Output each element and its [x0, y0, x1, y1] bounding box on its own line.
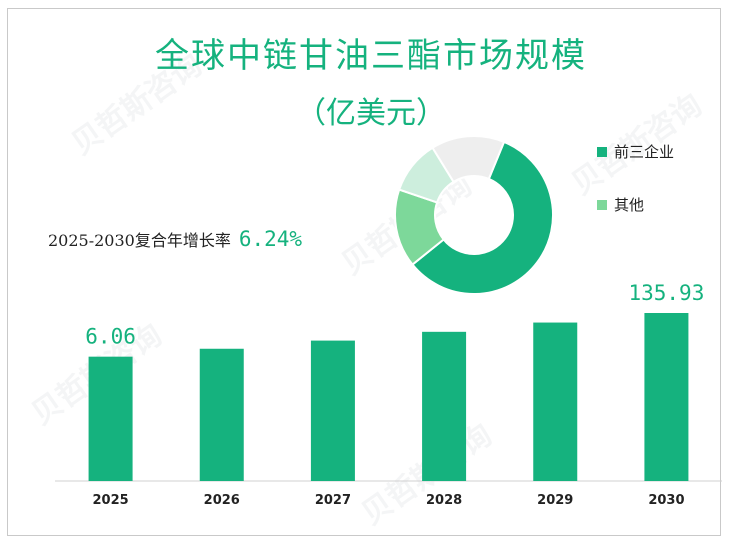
cagr-value: 6.24% [238, 227, 303, 251]
legend-item-other: 其他 [597, 194, 644, 215]
bar-2026 [199, 348, 244, 481]
x-tick-label-2027: 2027 [315, 493, 351, 508]
bar-2025 [88, 356, 133, 481]
bar-2030 [644, 313, 689, 481]
legend-item-top3: 前三企业 [597, 141, 674, 162]
bar-2028 [422, 331, 467, 481]
cagr-label: 2025-2030复合年增长率 [48, 231, 231, 250]
x-tick-label-2025: 2025 [92, 493, 128, 508]
cagr-text: 2025-2030复合年增长率 6.24% [48, 227, 302, 251]
legend-label-other: 其他 [614, 196, 645, 214]
data-label-2025: 6.06 [85, 325, 136, 349]
x-tick-label-2030: 2030 [648, 493, 684, 508]
legend-swatch-other [597, 199, 607, 210]
x-tick-label-2026: 2026 [204, 493, 240, 508]
data-label-2030: 135.93 [628, 281, 704, 305]
chart-subtitle: （亿美元） [296, 96, 446, 131]
legend-label-top3: 前三企业 [614, 143, 675, 161]
chart-title: 全球中链甘油三酯市场规模 [155, 36, 587, 76]
pie-slice-1 [411, 140, 554, 295]
x-tick-label-2028: 2028 [426, 493, 462, 508]
bar-2027 [310, 340, 355, 481]
bar-2029 [533, 322, 578, 481]
pie-slice-4 [431, 135, 506, 184]
legend-swatch-top3 [597, 146, 607, 157]
x-tick-label-2029: 2029 [537, 493, 573, 508]
